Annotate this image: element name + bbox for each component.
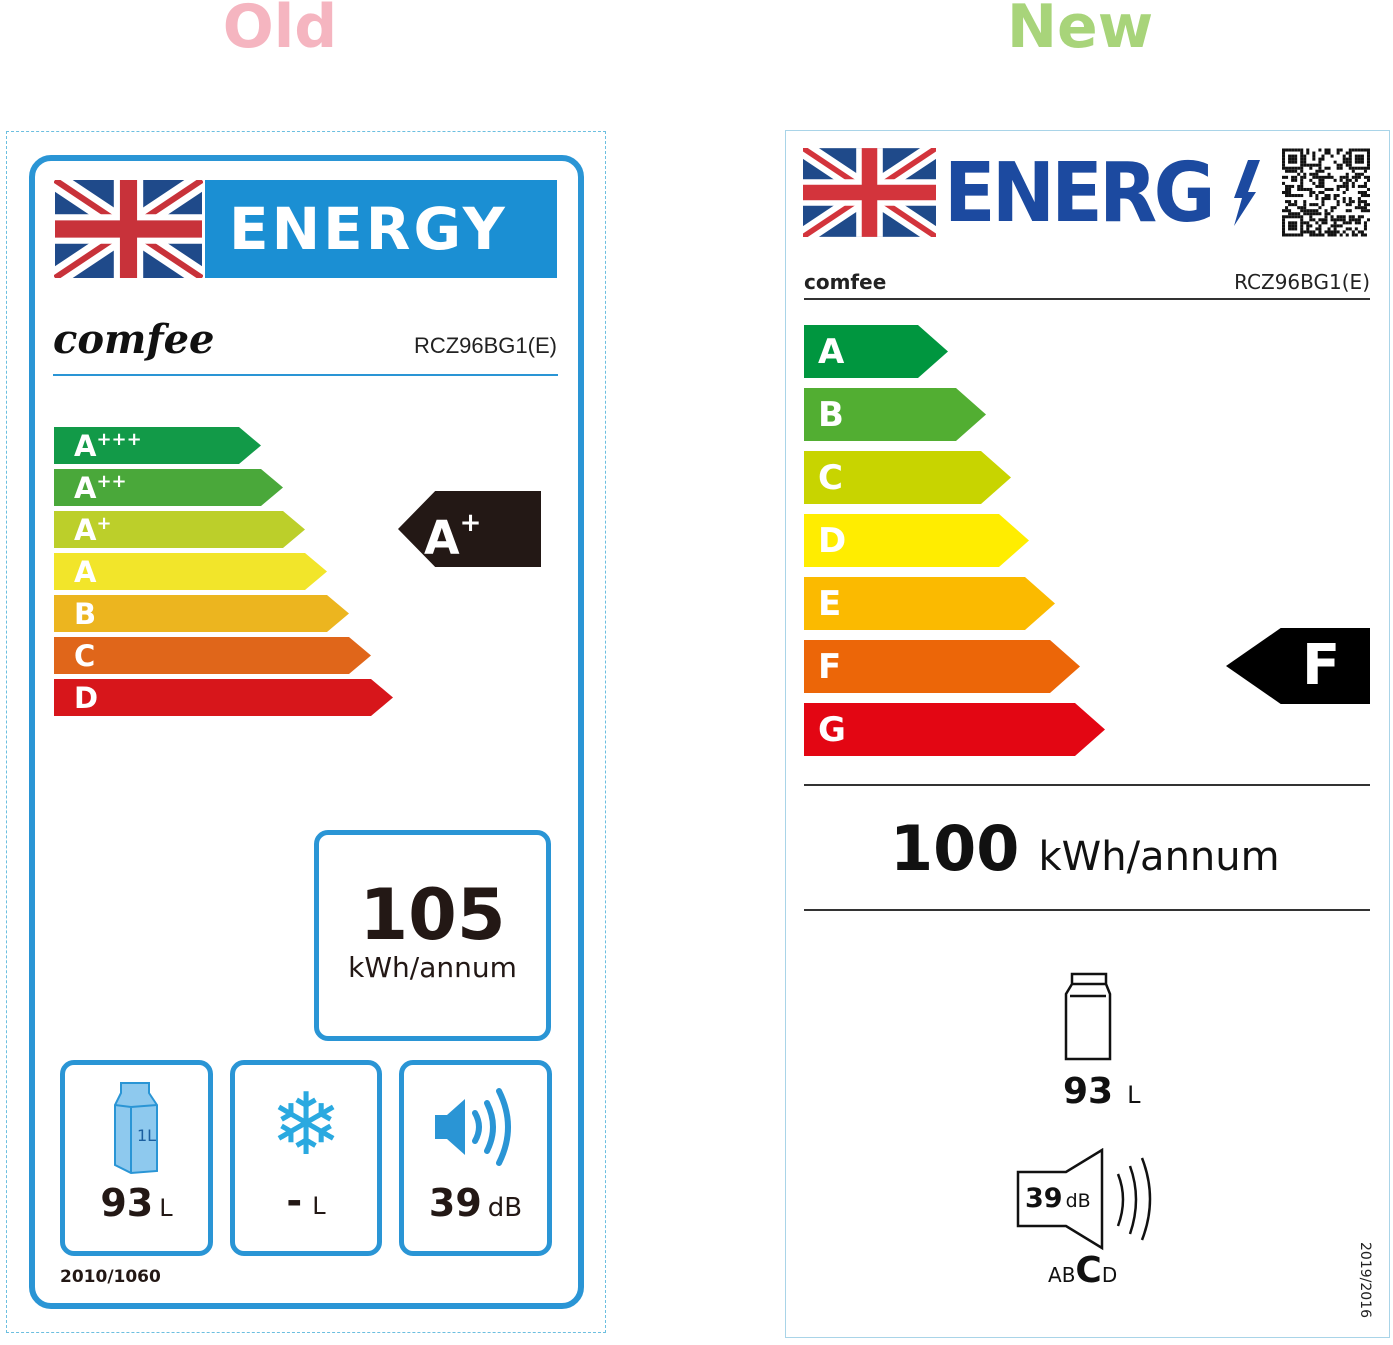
new-divider-bottom — [804, 909, 1370, 911]
uk-flag-icon — [803, 148, 936, 237]
old-class-letter: A — [74, 470, 97, 505]
old-class-sup: ++ — [96, 471, 127, 492]
new-volume-value: 93 — [1063, 1071, 1114, 1112]
new-heading: New — [1006, 0, 1154, 62]
old-consumption-box: 105 kWh/annum — [314, 830, 551, 1041]
old-fresh-unit: L — [159, 1194, 173, 1222]
new-class-letter: D — [818, 520, 847, 561]
new-class-letter: G — [818, 709, 846, 750]
old-rating-sup: + — [459, 508, 482, 538]
new-noise-unit: dB — [1065, 1190, 1091, 1212]
old-consumption-unit: kWh/annum — [348, 951, 517, 984]
old-class-letter: C — [74, 638, 96, 673]
old-rating-base: A — [424, 510, 460, 565]
noise-class-letter: A — [1048, 1263, 1062, 1287]
new-rating-indicator: F — [1226, 628, 1370, 704]
new-model-number: RCZ96BG1(E) — [1234, 270, 1370, 294]
new-class-letter: C — [818, 457, 843, 498]
old-class-arrow: A — [54, 553, 327, 590]
old-class-sup: +++ — [96, 429, 142, 450]
new-class-letter: A — [818, 331, 845, 372]
lightning-bolt-icon — [1234, 160, 1260, 226]
old-class-arrow: D — [54, 679, 393, 716]
old-label-frame — [29, 155, 584, 1309]
old-class-letter: B — [74, 596, 97, 631]
qr-code-icon[interactable] — [1282, 148, 1370, 237]
new-class-arrow: F — [804, 640, 1080, 693]
old-noise-value: 39 — [428, 1181, 482, 1225]
new-class-arrow: E — [804, 577, 1055, 630]
uk-flag-icon — [54, 180, 203, 278]
old-frozen-value: - — [286, 1179, 303, 1223]
speaker-icon — [434, 1088, 511, 1166]
new-noise-value: 39 — [1025, 1183, 1063, 1214]
new-class-arrow: C — [804, 451, 1011, 504]
new-noise: 39 dB — [1025, 1183, 1091, 1214]
old-class-arrow: B — [54, 595, 349, 632]
new-consumption: 100 kWh/annum — [890, 812, 1280, 885]
new-class-letter: E — [818, 583, 842, 624]
old-fresh-volume-box: 1L 93 L — [60, 1060, 213, 1256]
new-energy-title: ENERG — [944, 146, 1216, 241]
old-divider — [53, 374, 558, 376]
old-class-arrow: A +++ — [54, 427, 261, 464]
new-header-divider — [804, 298, 1370, 300]
new-divider-top — [804, 784, 1370, 786]
old-fresh-value: 93 — [100, 1181, 154, 1225]
noise-class-letter: C — [1075, 1250, 1102, 1291]
new-consumption-unit: kWh/annum — [1038, 834, 1280, 880]
old-class-letter: A — [74, 428, 97, 463]
old-regulation: 2010/1060 — [60, 1267, 161, 1287]
old-frozen-volume-box: ❄ -L — [230, 1060, 382, 1256]
noise-class-letter: B — [1061, 1263, 1076, 1287]
old-heading: Old — [222, 0, 338, 62]
carton-text: 1L — [137, 1126, 156, 1145]
new-class-letter: B — [818, 394, 844, 435]
fridge-volume-icon — [1064, 972, 1112, 1061]
snowflake-icon: ❄ — [269, 1075, 343, 1175]
noise-class-letter: D — [1101, 1263, 1118, 1287]
old-energy-banner: ENERGY — [205, 180, 557, 278]
old-noise-unit: dB — [487, 1193, 523, 1223]
old-class-arrow: C — [54, 637, 371, 674]
new-class-arrow: G — [804, 703, 1105, 756]
new-volume-unit: L — [1127, 1081, 1141, 1109]
old-label — [6, 131, 606, 1333]
old-class-letter: D — [74, 680, 99, 715]
old-class-letter: A — [74, 554, 97, 589]
noise-speaker-icon — [1016, 1148, 1152, 1251]
old-consumption-value: 105 — [359, 874, 506, 956]
noise-class-scale: ABCD — [1048, 1250, 1117, 1291]
new-class-arrow: A — [804, 325, 948, 378]
old-class-sup: + — [96, 513, 112, 534]
old-class-arrow: A ++ — [54, 469, 283, 506]
new-brand: comfee — [804, 270, 887, 294]
new-class-arrow: D — [804, 514, 1029, 567]
new-label — [785, 130, 1390, 1338]
new-class-arrow: B — [804, 388, 986, 441]
new-regulation: 2019/2016 — [1357, 1242, 1373, 1318]
new-volume: 93 L — [1063, 1071, 1140, 1112]
old-noise-box: 39 dB — [399, 1060, 552, 1256]
old-class-arrow: A + — [54, 511, 305, 548]
new-class-letter: F — [818, 646, 842, 687]
milk-carton-icon: 1L — [113, 1082, 158, 1175]
old-class-letter: A — [74, 512, 97, 547]
new-consumption-value: 100 — [890, 812, 1020, 885]
old-frozen-unit: L — [312, 1192, 326, 1220]
comfee-logo: comfee — [53, 316, 215, 363]
old-model-number: RCZ96BG1(E) — [413, 333, 557, 358]
